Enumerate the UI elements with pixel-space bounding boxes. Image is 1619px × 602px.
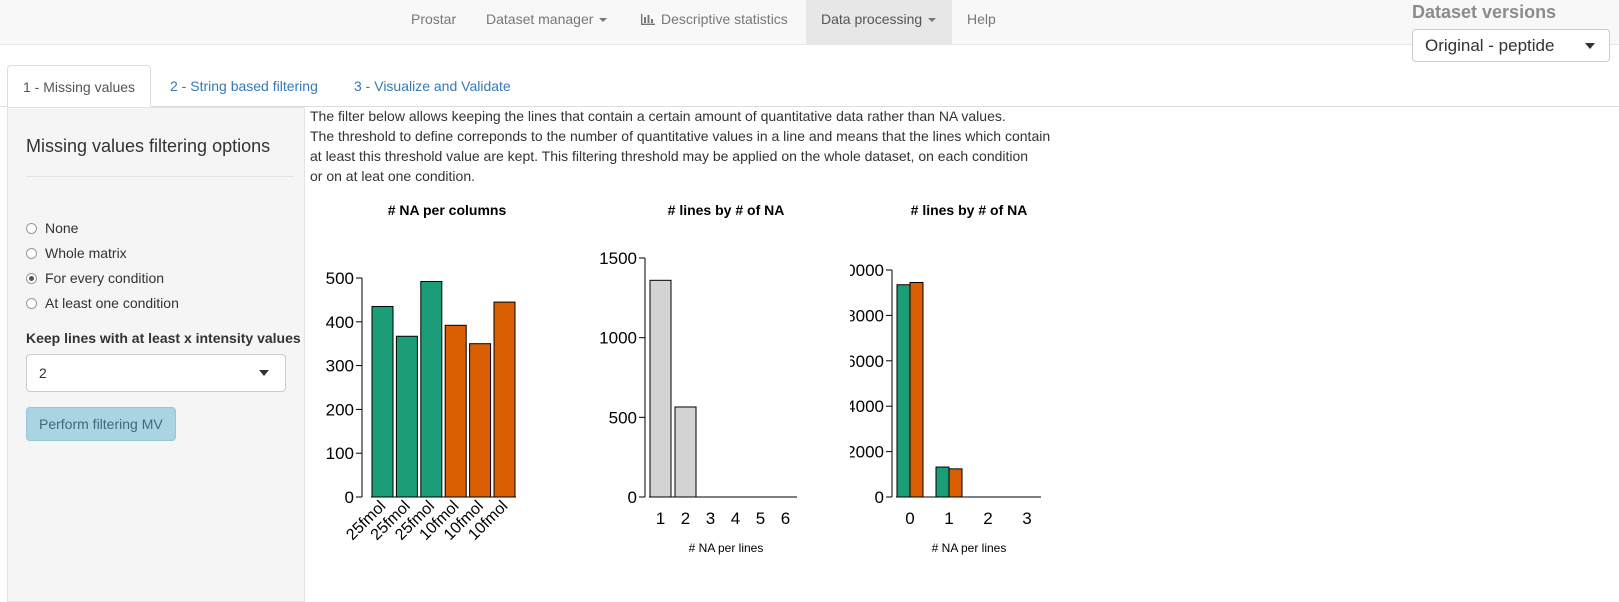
dataset-versions-select[interactable]: Original - peptide	[1412, 29, 1610, 62]
x-tick-label: 6	[781, 509, 790, 528]
radio-none-label: None	[45, 220, 78, 236]
bar	[372, 306, 393, 497]
chevron-down-icon	[928, 18, 936, 22]
bar-chart-icon	[641, 14, 655, 25]
bar	[470, 344, 491, 497]
chevron-down-icon	[599, 18, 607, 22]
tab-string-based-filtering-label: 2 - String based filtering	[170, 78, 318, 94]
radio-whole-matrix[interactable]: Whole matrix	[26, 243, 127, 263]
x-tick-label: 1	[944, 509, 953, 528]
description-line-1: The filter below allows keeping the line…	[310, 106, 1006, 126]
x-axis-label: # NA per lines	[689, 541, 764, 555]
y-tick-label: 500	[326, 269, 354, 288]
nav-help-label: Help	[967, 11, 996, 27]
radio-button-icon[interactable]	[26, 223, 37, 234]
bar	[650, 280, 671, 497]
y-tick-label: 8000	[850, 306, 884, 325]
nav-prostar-label: Prostar	[411, 11, 456, 27]
nav-dataset-manager[interactable]: Dataset manager	[471, 0, 622, 44]
dataset-versions-title: Dataset versions	[1412, 2, 1556, 23]
tab-visualize-and-validate[interactable]: 3 - Visualize and Validate	[339, 65, 526, 107]
x-tick-label: 3	[706, 509, 715, 528]
y-tick-label: 6000	[850, 352, 884, 371]
y-tick-label: 1000	[599, 329, 637, 348]
description-line-2: The threshold to define correponds to th…	[310, 126, 1050, 146]
bar	[936, 467, 949, 497]
radio-at-least-one-condition-label: At least one condition	[45, 295, 179, 311]
y-tick-label: 0	[345, 488, 354, 507]
filtering-options-panel: Missing values filtering options None Wh…	[7, 107, 305, 602]
radio-whole-matrix-label: Whole matrix	[45, 245, 127, 261]
chart-title: # lines by # of NA	[668, 202, 785, 218]
nav-descriptive-statistics[interactable]: Descriptive statistics	[626, 0, 803, 44]
bar	[675, 407, 696, 497]
chevron-down-icon	[259, 370, 269, 376]
perform-filtering-button[interactable]: Perform filtering MV	[26, 407, 176, 441]
y-tick-label: 300	[326, 357, 354, 376]
bar	[445, 325, 466, 497]
nav-descriptive-statistics-label: Descriptive statistics	[661, 11, 788, 27]
panel-divider	[26, 176, 294, 177]
radio-for-every-condition-label: For every condition	[45, 270, 164, 286]
radio-for-every-condition[interactable]: For every condition	[26, 268, 164, 288]
x-tick-label: 0	[905, 509, 914, 528]
nav-data-processing[interactable]: Data processing	[806, 0, 952, 44]
intensity-threshold-select[interactable]: 2	[26, 354, 286, 392]
x-tick-label: 5	[756, 509, 765, 528]
y-tick-label: 10000	[850, 261, 884, 280]
y-tick-label: 0	[875, 488, 884, 507]
y-tick-label: 1500	[599, 249, 637, 268]
intensity-threshold-value: 2	[39, 365, 47, 381]
tab-string-based-filtering[interactable]: 2 - String based filtering	[155, 65, 333, 107]
bar	[421, 282, 442, 497]
y-tick-label: 200	[326, 400, 354, 419]
tab-missing-values[interactable]: 1 - Missing values	[7, 65, 151, 107]
x-tick-label: 3	[1022, 509, 1031, 528]
radio-none[interactable]: None	[26, 218, 78, 238]
y-tick-label: 400	[326, 313, 354, 332]
radio-button-icon[interactable]	[26, 248, 37, 259]
x-axis-label: # NA per lines	[932, 541, 1007, 555]
y-tick-label: 4000	[850, 397, 884, 416]
y-tick-label: 2000	[850, 443, 884, 462]
bar	[897, 285, 910, 497]
chart-na-per-columns-svg: # NA per columns010020030040050025fmol25…	[320, 200, 580, 570]
nav-prostar[interactable]: Prostar	[396, 0, 471, 44]
y-tick-label: 100	[326, 444, 354, 463]
x-tick-label: 2	[681, 509, 690, 528]
nav-help[interactable]: Help	[952, 0, 1011, 44]
chevron-down-icon	[1585, 43, 1595, 49]
chart-title: # lines by # of NA	[911, 202, 1028, 218]
nav-dataset-manager-label: Dataset manager	[486, 11, 593, 27]
dataset-versions-value: Original - peptide	[1425, 36, 1554, 55]
panel-title: Missing values filtering options	[26, 136, 270, 157]
bar	[910, 282, 923, 497]
radio-at-least-one-condition[interactable]: At least one condition	[26, 293, 179, 313]
bar	[949, 469, 962, 497]
bar	[494, 302, 515, 497]
top-navbar: Prostar Dataset manager Descriptive stat…	[0, 0, 1619, 45]
y-tick-label: 0	[628, 488, 637, 507]
tab-missing-values-label: 1 - Missing values	[23, 79, 135, 95]
chart-lines-by-na-per-condition-svg: # lines by # of NA 0 2000 4000 6000 8000 10000…	[850, 200, 1110, 570]
chart-title: # NA per columns	[388, 202, 507, 218]
nav-data-processing-label: Data processing	[821, 11, 922, 27]
radio-button-checked-icon[interactable]	[26, 273, 37, 284]
x-tick-label: 1	[656, 509, 665, 528]
keep-lines-label: Keep lines with at least x intensity val…	[26, 330, 301, 346]
bar	[396, 336, 417, 497]
chart-lines-by-na-per-condition: # lines by # of NA 0 2000 4000 6000 8000 10000…	[850, 200, 1110, 573]
x-tick-label: 4	[731, 509, 740, 528]
x-tick-label: 2	[983, 509, 992, 528]
tab-visualize-and-validate-label: 3 - Visualize and Validate	[354, 78, 511, 94]
description-line-4: or on at leat one condition.	[310, 166, 475, 186]
radio-button-icon[interactable]	[26, 298, 37, 309]
description-line-3: at least this threshold value are kept. …	[310, 146, 1028, 166]
y-tick-label: 500	[609, 408, 637, 427]
